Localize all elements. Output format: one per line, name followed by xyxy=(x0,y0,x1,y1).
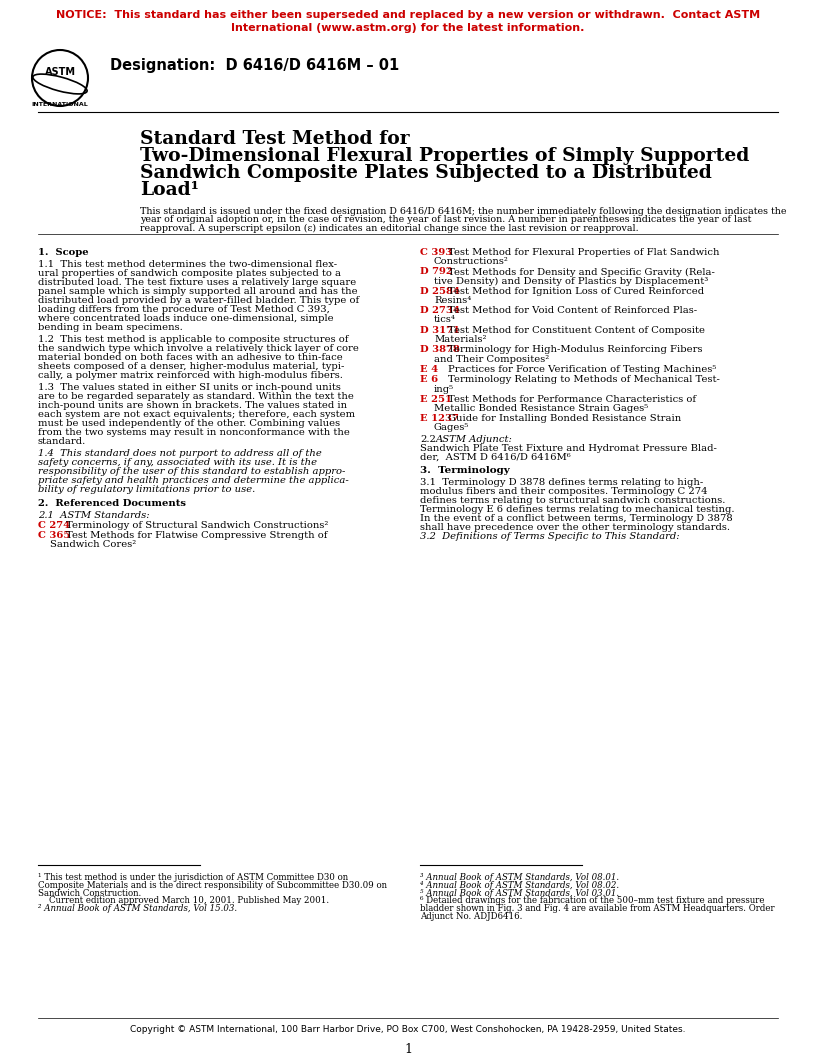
Text: der,  ASTM D 6416/D 6416M⁶: der, ASTM D 6416/D 6416M⁶ xyxy=(420,453,570,463)
Text: E 251: E 251 xyxy=(420,395,452,404)
Text: ³ Annual Book of ASTM Standards, Vol 08.01.: ³ Annual Book of ASTM Standards, Vol 08.… xyxy=(420,873,619,882)
Text: C 365: C 365 xyxy=(38,531,70,540)
Text: panel sample which is simply supported all around and has the: panel sample which is simply supported a… xyxy=(38,287,357,296)
Text: INTERNATIONAL: INTERNATIONAL xyxy=(32,102,88,107)
Text: year of original adoption or, in the case of revision, the year of last revision: year of original adoption or, in the cas… xyxy=(140,215,752,225)
Text: 1.1  This test method determines the two-dimensional flex-: 1.1 This test method determines the two-… xyxy=(38,260,337,269)
Text: Practices for Force Verification of Testing Machines⁵: Practices for Force Verification of Test… xyxy=(448,365,716,374)
Text: Resins⁴: Resins⁴ xyxy=(434,296,472,305)
Text: Gages⁵: Gages⁵ xyxy=(434,423,469,433)
Text: In the event of a conflict between terms, Terminology D 3878: In the event of a conflict between terms… xyxy=(420,514,733,523)
Text: Metallic Bonded Resistance Strain Gages⁵: Metallic Bonded Resistance Strain Gages⁵ xyxy=(434,404,648,413)
Text: 1.2  This test method is applicable to composite structures of: 1.2 This test method is applicable to co… xyxy=(38,335,348,344)
Text: Adjunct No. ADJD6416.: Adjunct No. ADJD6416. xyxy=(420,912,522,921)
Text: modulus fibers and their composites. Terminology C 274: modulus fibers and their composites. Ter… xyxy=(420,487,707,496)
Text: distributed load provided by a water-filled bladder. This type of: distributed load provided by a water-fil… xyxy=(38,296,359,305)
Text: 1.3  The values stated in either SI units or inch-pound units: 1.3 The values stated in either SI units… xyxy=(38,383,341,392)
Text: ⁶ Detailed drawings for the fabrication of the 500–mm test fixture and pressure: ⁶ Detailed drawings for the fabrication … xyxy=(420,897,765,905)
Text: 2.2: 2.2 xyxy=(420,435,436,444)
Text: 1.  Scope: 1. Scope xyxy=(38,248,89,257)
Text: material bonded on both faces with an adhesive to thin-face: material bonded on both faces with an ad… xyxy=(38,353,343,362)
Text: Two-Dimensional Flexural Properties of Simply Supported: Two-Dimensional Flexural Properties of S… xyxy=(140,147,749,165)
Text: Materials²: Materials² xyxy=(434,335,486,344)
Text: 2.1  ASTM Standards:: 2.1 ASTM Standards: xyxy=(38,511,149,520)
Text: ASTM Adjunct:: ASTM Adjunct: xyxy=(436,435,513,444)
Text: Sandwich Plate Test Fixture and Hydromat Pressure Blad-: Sandwich Plate Test Fixture and Hydromat… xyxy=(420,444,717,453)
Text: responsibility of the user of this standard to establish appro-: responsibility of the user of this stand… xyxy=(38,467,345,476)
Text: defines terms relating to structural sandwich constructions.: defines terms relating to structural san… xyxy=(420,496,725,505)
Text: Current edition approved March 10, 2001. Published May 2001.: Current edition approved March 10, 2001.… xyxy=(38,897,329,905)
Text: D 2734: D 2734 xyxy=(420,306,460,316)
Text: inch-pound units are shown in brackets. The values stated in: inch-pound units are shown in brackets. … xyxy=(38,401,347,410)
Text: Test Methods for Flatwise Compressive Strength of: Test Methods for Flatwise Compressive St… xyxy=(66,531,327,540)
Text: 1.4  This standard does not purport to address all of the: 1.4 This standard does not purport to ad… xyxy=(38,449,322,458)
Text: This standard is issued under the fixed designation D 6416/D 6416M; the number i: This standard is issued under the fixed … xyxy=(140,207,787,216)
Text: reapproval. A superscript epsilon (ε) indicates an editorial change since the la: reapproval. A superscript epsilon (ε) in… xyxy=(140,224,639,233)
Text: loading differs from the procedure of Test Method C 393,: loading differs from the procedure of Te… xyxy=(38,305,330,314)
Text: D 2584: D 2584 xyxy=(420,287,460,296)
Text: Sandwich Construction.: Sandwich Construction. xyxy=(38,888,141,898)
Text: Sandwich Cores²: Sandwich Cores² xyxy=(50,540,136,549)
Text: shall have precedence over the other terminology standards.: shall have precedence over the other ter… xyxy=(420,523,730,532)
Text: Standard Test Method for: Standard Test Method for xyxy=(140,130,410,148)
Text: Test Method for Flexural Properties of Flat Sandwich: Test Method for Flexural Properties of F… xyxy=(448,248,720,257)
Text: must be used independently of the other. Combining values: must be used independently of the other.… xyxy=(38,419,340,428)
Text: Test Methods for Density and Specific Gravity (Rela-: Test Methods for Density and Specific Gr… xyxy=(448,267,715,277)
Text: Designation:  D 6416/D 6416M – 01: Designation: D 6416/D 6416M – 01 xyxy=(110,58,399,73)
Text: International (www.astm.org) for the latest information.: International (www.astm.org) for the lat… xyxy=(231,23,585,33)
Text: bility of regulatory limitations prior to use.: bility of regulatory limitations prior t… xyxy=(38,485,255,494)
Text: Terminology E 6 defines terms relating to mechanical testing.: Terminology E 6 defines terms relating t… xyxy=(420,505,734,514)
Text: and Their Composites²: and Their Composites² xyxy=(434,355,549,363)
Text: ing⁵: ing⁵ xyxy=(434,384,454,394)
Text: 3.  Terminology: 3. Terminology xyxy=(420,466,510,475)
Text: E 6: E 6 xyxy=(420,376,438,384)
Text: 2.  Referenced Documents: 2. Referenced Documents xyxy=(38,499,186,508)
Text: from the two systems may result in nonconformance with the: from the two systems may result in nonco… xyxy=(38,428,350,437)
Text: ASTM: ASTM xyxy=(45,67,76,77)
Text: the sandwich type which involve a relatively thick layer of core: the sandwich type which involve a relati… xyxy=(38,344,359,353)
Text: 3.2  Definitions of Terms Specific to This Standard:: 3.2 Definitions of Terms Specific to Thi… xyxy=(420,532,680,541)
Text: priate safety and health practices and determine the applica-: priate safety and health practices and d… xyxy=(38,476,348,485)
Text: Load¹: Load¹ xyxy=(140,181,199,199)
Text: sheets composed of a denser, higher-modulus material, typi-: sheets composed of a denser, higher-modu… xyxy=(38,362,344,371)
Text: bending in beam specimens.: bending in beam specimens. xyxy=(38,323,183,332)
Text: Terminology of Structural Sandwich Constructions²: Terminology of Structural Sandwich Const… xyxy=(66,521,328,530)
Text: Test Method for Constituent Content of Composite: Test Method for Constituent Content of C… xyxy=(448,326,705,335)
Text: tics⁴: tics⁴ xyxy=(434,316,456,324)
Text: where concentrated loads induce one-dimensional, simple: where concentrated loads induce one-dime… xyxy=(38,314,334,323)
Text: each system are not exact equivalents; therefore, each system: each system are not exact equivalents; t… xyxy=(38,410,355,419)
Text: distributed load. The test fixture uses a relatively large square: distributed load. The test fixture uses … xyxy=(38,278,357,287)
Text: ural properties of sandwich composite plates subjected to a: ural properties of sandwich composite pl… xyxy=(38,269,341,278)
Text: bladder shown in Fig. 3 and Fig. 4 are available from ASTM Headquarters. Order: bladder shown in Fig. 3 and Fig. 4 are a… xyxy=(420,904,774,913)
Text: E 1237: E 1237 xyxy=(420,415,459,423)
Text: Test Method for Void Content of Reinforced Plas-: Test Method for Void Content of Reinforc… xyxy=(448,306,697,316)
Text: ² Annual Book of ASTM Standards, Vol 15.03.: ² Annual Book of ASTM Standards, Vol 15.… xyxy=(38,904,237,913)
Text: Terminology for High-Modulus Reinforcing Fibers: Terminology for High-Modulus Reinforcing… xyxy=(448,345,703,355)
Text: D 792: D 792 xyxy=(420,267,453,277)
Text: 1: 1 xyxy=(404,1043,412,1056)
Text: Constructions²: Constructions² xyxy=(434,257,509,266)
Text: D 3878: D 3878 xyxy=(420,345,459,355)
Text: Test Method for Ignition Loss of Cured Reinforced: Test Method for Ignition Loss of Cured R… xyxy=(448,287,704,296)
Text: Terminology Relating to Methods of Mechanical Test-: Terminology Relating to Methods of Mecha… xyxy=(448,376,720,384)
Text: 3.1  Terminology D 3878 defines terms relating to high-: 3.1 Terminology D 3878 defines terms rel… xyxy=(420,478,703,487)
Text: cally, a polymer matrix reinforced with high-modulus fibers.: cally, a polymer matrix reinforced with … xyxy=(38,371,343,380)
Text: E 4: E 4 xyxy=(420,365,438,374)
Text: ¹ This test method is under the jurisdiction of ASTM Committee D30 on: ¹ This test method is under the jurisdic… xyxy=(38,873,348,882)
Text: safety concerns, if any, associated with its use. It is the: safety concerns, if any, associated with… xyxy=(38,458,317,467)
Text: Composite Materials and is the direct responsibility of Subcommittee D30.09 on: Composite Materials and is the direct re… xyxy=(38,881,387,890)
Text: ⁴ Annual Book of ASTM Standards, Vol 08.02.: ⁴ Annual Book of ASTM Standards, Vol 08.… xyxy=(420,881,619,890)
Text: Sandwich Composite Plates Subjected to a Distributed: Sandwich Composite Plates Subjected to a… xyxy=(140,164,712,182)
Text: NOTICE:  This standard has either been superseded and replaced by a new version : NOTICE: This standard has either been su… xyxy=(56,10,760,20)
Text: standard.: standard. xyxy=(38,437,86,446)
Text: Test Methods for Performance Characteristics of: Test Methods for Performance Characteris… xyxy=(448,395,696,404)
Text: Copyright © ASTM International, 100 Barr Harbor Drive, PO Box C700, West Conshoh: Copyright © ASTM International, 100 Barr… xyxy=(131,1025,685,1034)
Text: tive Density) and Density of Plastics by Displacement³: tive Density) and Density of Plastics by… xyxy=(434,277,708,285)
Text: D 3171: D 3171 xyxy=(420,326,460,335)
Text: ⁵ Annual Book of ASTM Standards, Vol 03.01.: ⁵ Annual Book of ASTM Standards, Vol 03.… xyxy=(420,888,619,898)
Text: Guide for Installing Bonded Resistance Strain: Guide for Installing Bonded Resistance S… xyxy=(448,415,681,423)
Text: C 393: C 393 xyxy=(420,248,452,257)
Text: are to be regarded separately as standard. Within the text the: are to be regarded separately as standar… xyxy=(38,392,354,401)
Text: C 274: C 274 xyxy=(38,521,70,530)
